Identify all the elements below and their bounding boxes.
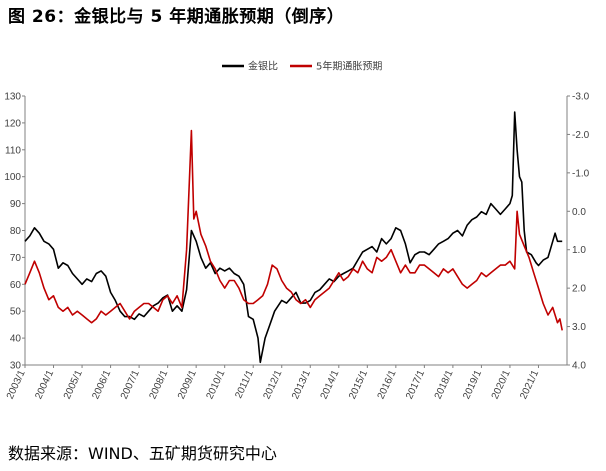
x-tick-label: 2010/1 — [205, 368, 228, 401]
x-tick-label: 2004/1 — [33, 368, 56, 401]
source-note: 数据来源：WIND、五矿期货研究中心 — [8, 444, 277, 463]
chart: 金银比 5年期通胀预期 130 120 110 100 90 80 70 60 50 40 30 -3.… — [4, 60, 589, 401]
x-tick-label: 2018/1 — [433, 368, 456, 401]
legend-label: 5年期通胀预期 — [316, 60, 382, 73]
x-tick-label: 2019/1 — [461, 368, 484, 401]
x-tick-label: 2003/1 — [5, 368, 28, 401]
y-left-tick-label: 100 — [4, 172, 21, 183]
series-line-gold-silver-ratio — [24, 111, 563, 364]
y-left-tick-label: 130 — [4, 92, 21, 103]
y-right-tick-label: 3.0 — [572, 322, 586, 333]
x-tick-label: 2017/1 — [404, 368, 427, 401]
y-right-tick-label: -3.0 — [572, 92, 590, 103]
legend-item-5y-inflation-expectation: 5年期通胀预期 — [290, 60, 382, 73]
x-tick-label: 2016/1 — [376, 368, 399, 401]
y-left-tick-label: 30 — [10, 361, 22, 372]
plot-area — [24, 111, 563, 364]
x-tick-label: 2009/1 — [176, 368, 199, 401]
legend: 金银比 5年期通胀预期 — [222, 60, 382, 73]
y-left-tick-label: 110 — [5, 145, 21, 156]
y-left-tick-label: 50 — [10, 307, 22, 318]
y-left-tick-label: 90 — [10, 199, 22, 210]
x-tick-label: 2020/1 — [490, 368, 513, 401]
legend-item-gold-silver-ratio: 金银比 — [222, 60, 278, 73]
x-tick-label: 2007/1 — [119, 368, 142, 401]
y-right-tick-label: 4.0 — [572, 361, 586, 372]
x-tick-label: 2006/1 — [90, 368, 113, 401]
x-tick-label: 2014/1 — [319, 368, 342, 401]
x-tick-label: 2015/1 — [347, 368, 370, 401]
y-right-tick-label: -1.0 — [572, 168, 590, 179]
y-right-tick-label: 2.0 — [572, 284, 586, 295]
x-tick-label: 2013/1 — [290, 368, 313, 401]
x-tick-label: 2008/1 — [147, 368, 170, 401]
x-tick-label: 2005/1 — [62, 368, 85, 401]
page-title: 图 26：金银比与 5 年期通胀预期（倒序） — [8, 7, 345, 27]
y-left-tick-label: 80 — [10, 226, 22, 237]
series-line-5y-inflation-expectation — [24, 129, 563, 331]
x-tick-label: 2021/1 — [518, 368, 541, 401]
y-left-tick-label: 60 — [10, 280, 22, 291]
y-right-tick-label: -2.0 — [572, 130, 590, 141]
y-right-tick-label: 1.0 — [572, 245, 586, 256]
y-left-tick-label: 120 — [4, 118, 21, 129]
x-tick-label: 2011/1 — [233, 368, 256, 400]
chart-axes: 130 120 110 100 90 80 70 60 50 40 30 -3.0 -2.0 -1.0 0.… — [4, 92, 589, 401]
legend-label: 金银比 — [248, 60, 278, 73]
y-right-tick-label: 0.0 — [572, 207, 586, 218]
y-left-tick-label: 40 — [10, 334, 22, 345]
y-left-tick-label: 70 — [10, 253, 22, 264]
x-tick-label: 2012/1 — [262, 368, 285, 401]
